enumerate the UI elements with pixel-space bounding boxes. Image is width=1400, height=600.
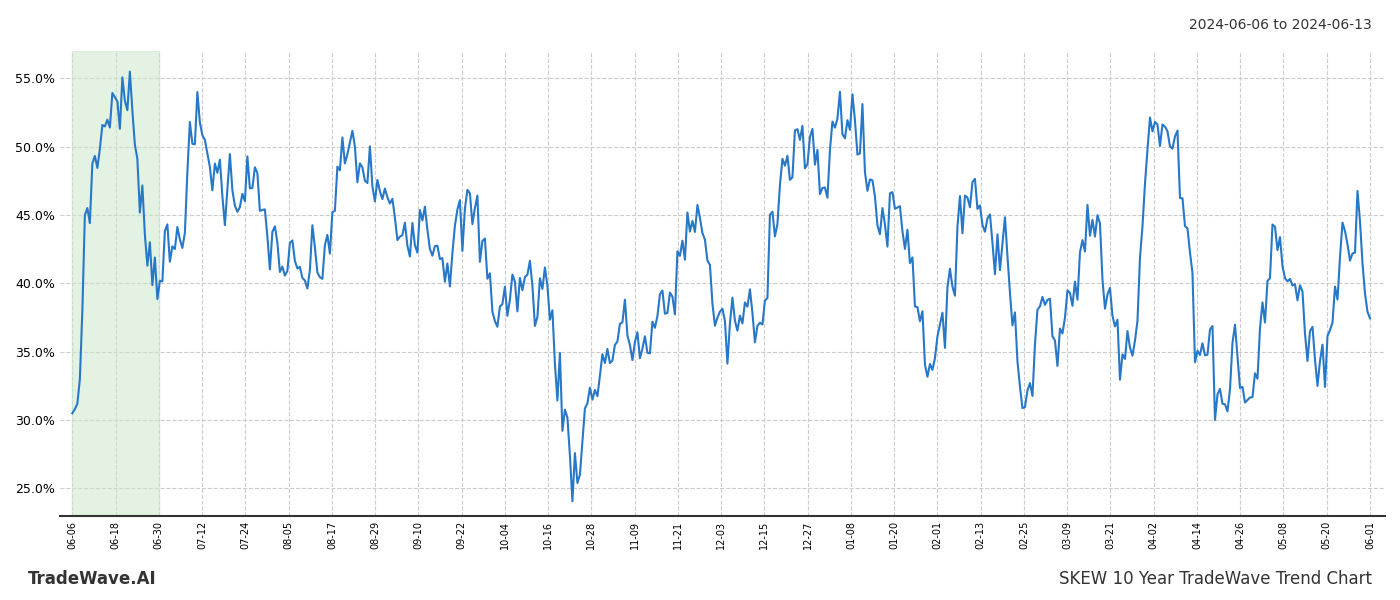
Text: 2024-06-06 to 2024-06-13: 2024-06-06 to 2024-06-13 [1189,18,1372,32]
Text: SKEW 10 Year TradeWave Trend Chart: SKEW 10 Year TradeWave Trend Chart [1058,570,1372,588]
Bar [73,51,158,516]
Text: TradeWave.AI: TradeWave.AI [28,570,157,588]
